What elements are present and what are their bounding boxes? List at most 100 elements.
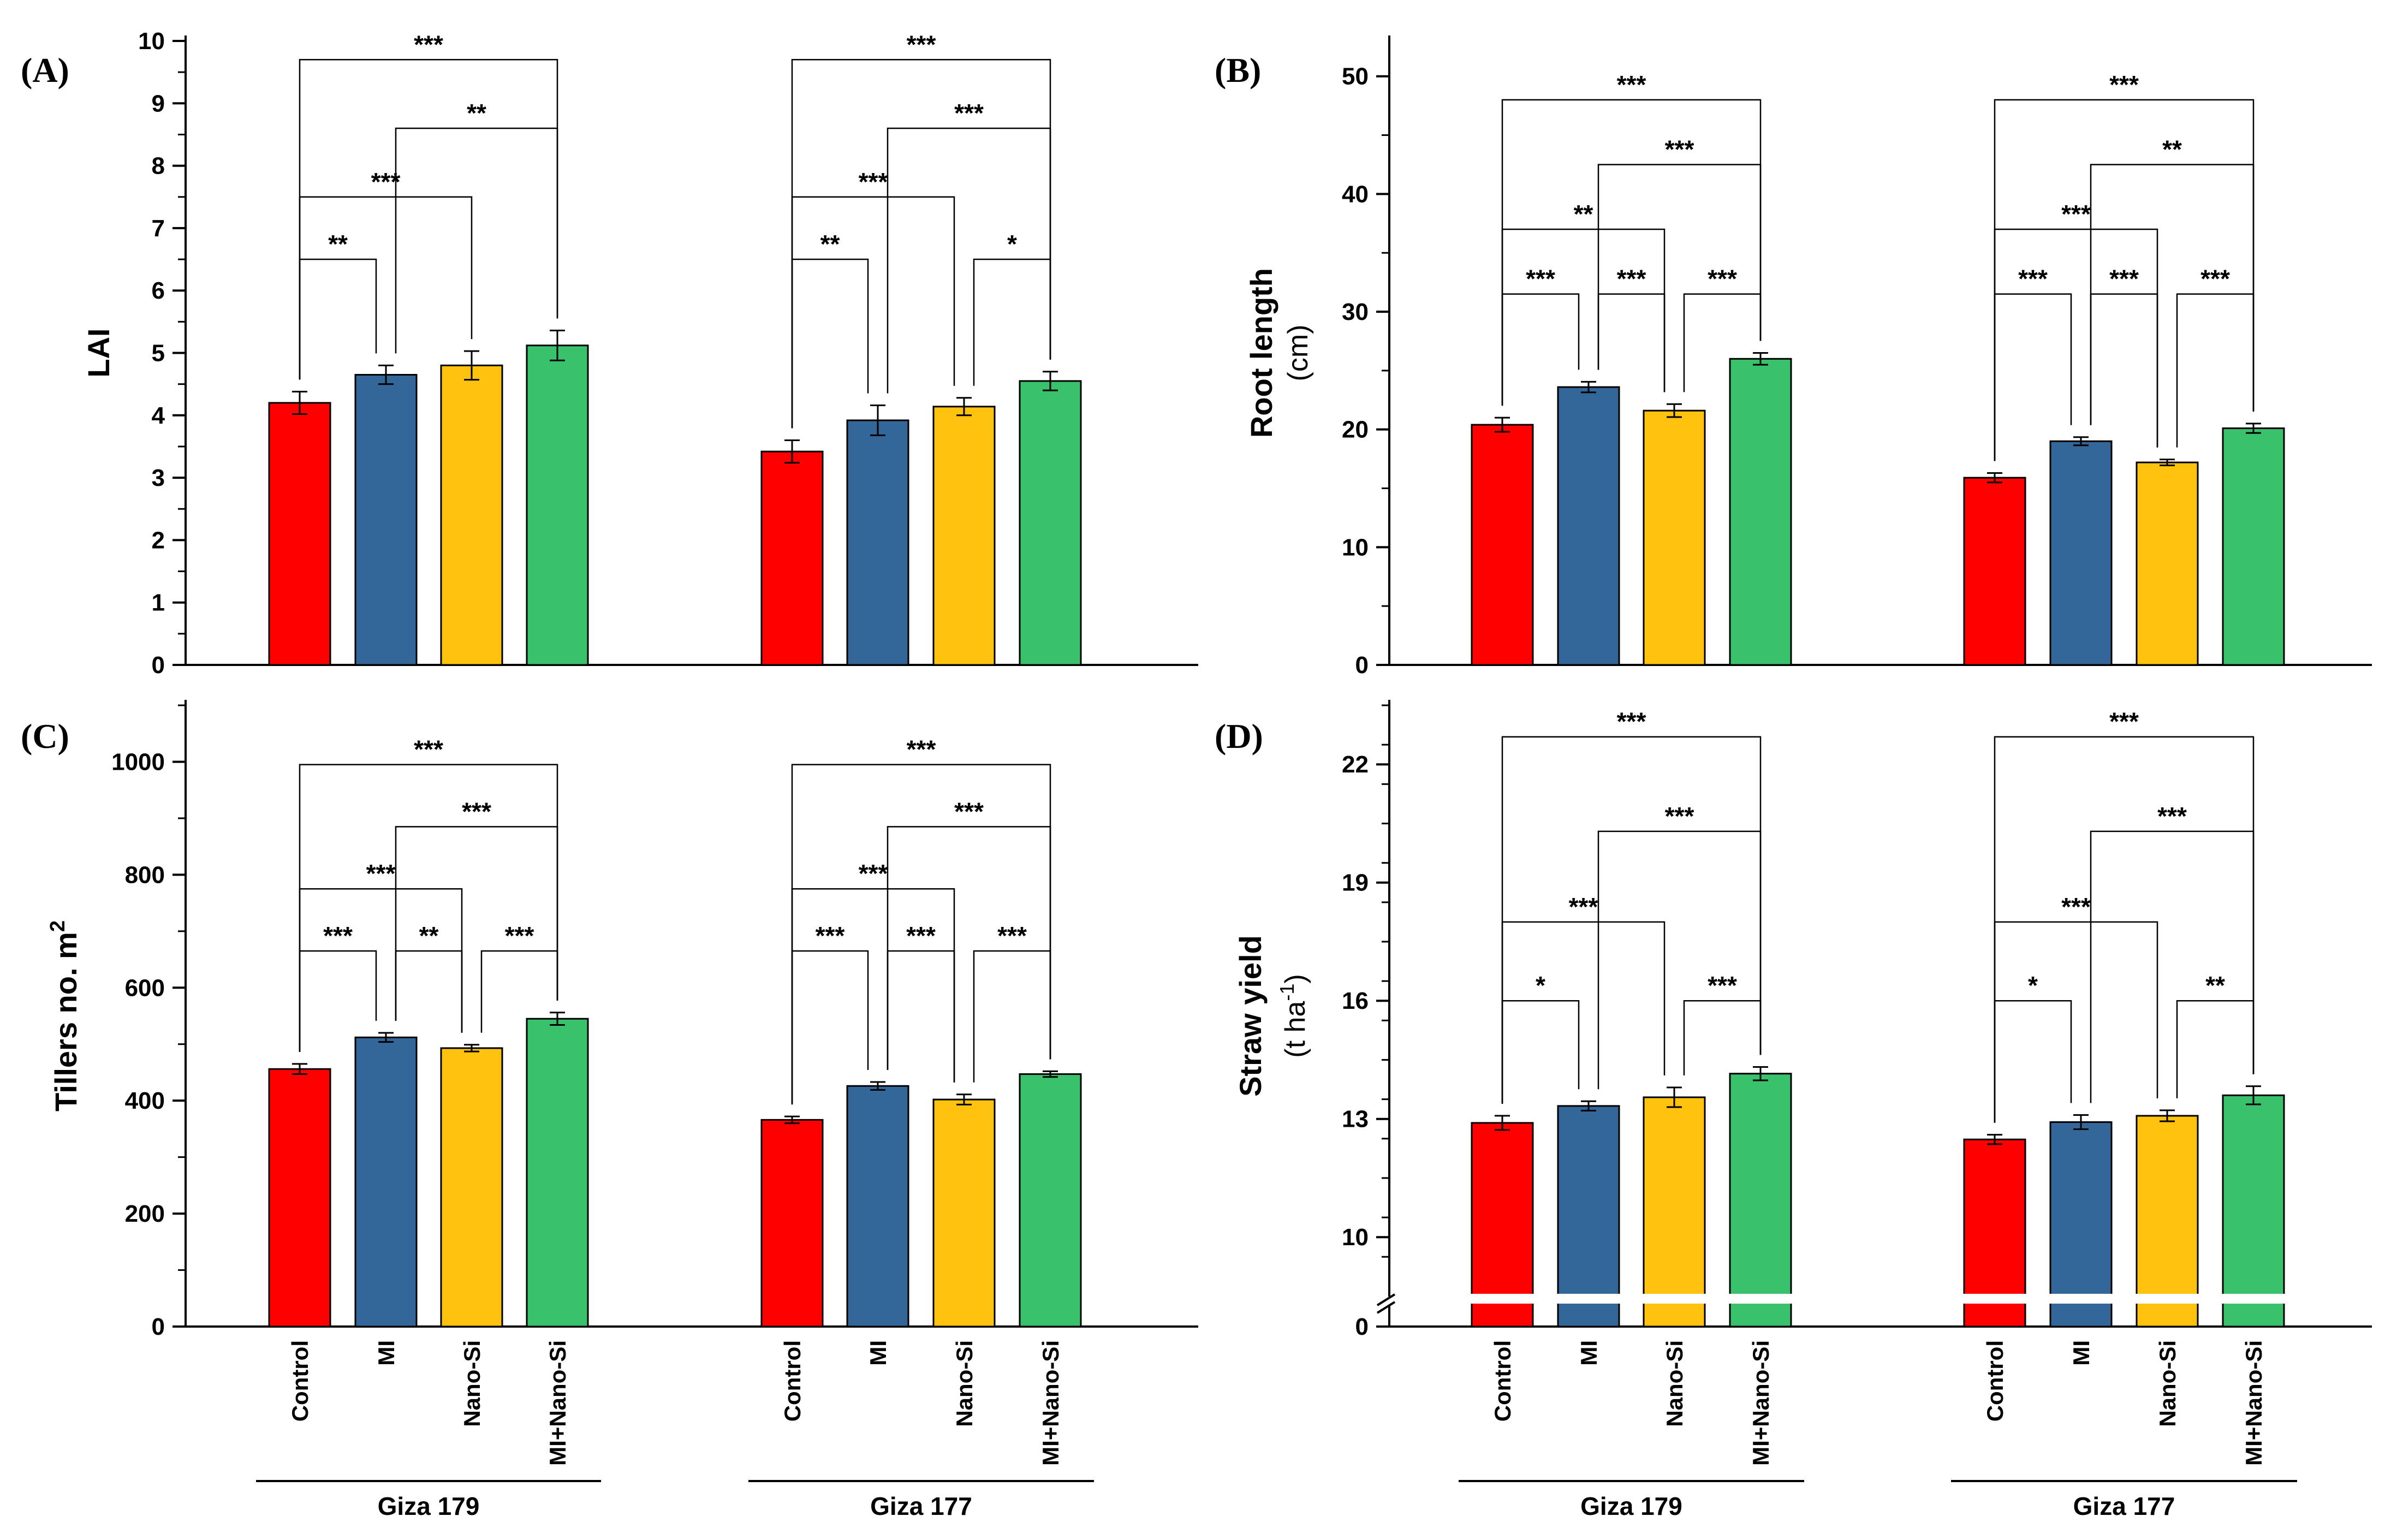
significance-bracket — [299, 59, 558, 380]
y-tick-label: 1000 — [111, 748, 165, 775]
significance-bracket — [395, 127, 558, 354]
significance-label: *** — [1569, 893, 1598, 921]
significance-label: *** — [2109, 707, 2139, 736]
significance-label: *** — [907, 735, 936, 764]
x-category-label: MI — [1576, 1340, 1602, 1366]
panel-label: (B) — [1215, 51, 1261, 90]
significance-label: *** — [1665, 135, 1694, 163]
group-label: Giza 179 — [1580, 1492, 1682, 1520]
significance-bracket — [791, 764, 1051, 1105]
x-category-label: MI — [373, 1340, 399, 1366]
bar-group-giza-177: *** *** *********** — [1963, 70, 2285, 666]
x-category-label: Control — [1490, 1340, 1515, 1422]
significance-bracket — [395, 950, 463, 1033]
bar-nano-si — [440, 364, 503, 666]
significance-label: *** — [1708, 265, 1737, 293]
significance-label: * — [1007, 230, 1017, 258]
bar-mi-nano-si — [1019, 380, 1082, 666]
significance-label: * — [2028, 971, 2038, 1000]
x-category-label: Control — [780, 1340, 805, 1422]
bar-mi — [846, 419, 909, 666]
significance-bracket — [1994, 921, 2158, 1123]
y-tick-label: 6 — [152, 277, 165, 304]
significance-label: *** — [906, 921, 936, 950]
bar-control — [268, 1068, 331, 1328]
significance-bracket — [1994, 99, 2255, 461]
panel-label: (A) — [21, 51, 69, 90]
significance-label: *** — [2061, 893, 2091, 921]
significance-bracket — [2090, 164, 2255, 425]
significance-label: *** — [462, 797, 491, 825]
axis-break-mark — [1376, 1301, 1396, 1314]
x-category-label: MI+Nano-Si — [1038, 1340, 1063, 1466]
significance-bracket — [1683, 1000, 1762, 1075]
bar-mi — [2049, 1121, 2113, 1328]
significance-bracket — [299, 258, 377, 380]
x-category-label: MI — [2068, 1340, 2094, 1366]
significance-label: *** — [2157, 802, 2187, 830]
significance-label: ** — [328, 230, 348, 258]
y-tick-label: 13 — [1342, 1106, 1369, 1133]
y-tick-label: 16 — [1342, 988, 1369, 1014]
significance-label: *** — [414, 30, 443, 58]
significance-label: * — [1536, 971, 1545, 1000]
y-tick-label: 10 — [1342, 1224, 1369, 1251]
significance-bracket — [1597, 293, 1666, 393]
x-category-label: Nano-Si — [459, 1340, 485, 1427]
y-tick-label: 30 — [1342, 299, 1369, 325]
significance-bracket — [1501, 921, 1666, 1104]
significance-bracket — [2176, 293, 2255, 448]
y-tick-label: 40 — [1342, 181, 1369, 207]
significance-label: *** — [323, 921, 353, 950]
significance-label: *** — [954, 99, 984, 127]
significance-label: *** — [1708, 971, 1737, 1000]
y-tick-label: 10 — [1342, 534, 1369, 561]
y-axis-title: LAI — [81, 328, 116, 377]
significance-bracket — [791, 59, 1051, 429]
x-category-label: MI+Nano-Si — [1748, 1340, 1774, 1466]
significance-label: *** — [997, 921, 1027, 950]
bar-group-giza-179: * ************ — [1470, 707, 1793, 1328]
x-category-label: Nano-Si — [2155, 1340, 2180, 1427]
significance-label: ** — [419, 921, 439, 950]
significance-label: *** — [1617, 70, 1646, 99]
significance-bracket — [1994, 293, 2072, 461]
bar-group-giza-177: ************ — [1962, 707, 2286, 1328]
bar-mi-nano-si — [1729, 358, 1792, 666]
y-tick-label: 22 — [1342, 751, 1369, 778]
significance-label: ** — [1574, 200, 1593, 228]
bar-group-giza-177: *** *** *** *** *** *** — [760, 735, 1082, 1328]
y-tick-label: 19 — [1342, 870, 1369, 896]
significance-bracket — [1994, 1000, 2072, 1123]
bar-group-giza-179: ***************** — [268, 735, 589, 1328]
significance-bracket — [299, 888, 463, 1052]
y-axis-unit-close: ) — [1280, 974, 1311, 983]
y-tick-label: 5 — [152, 340, 165, 367]
bar-break-band — [1556, 1294, 1621, 1304]
significance-bracket — [791, 196, 955, 429]
bar-mi — [846, 1085, 909, 1328]
y-axis-title-superscript: 2 — [46, 920, 69, 932]
y-tick-label: 0 — [1355, 652, 1369, 679]
significance-bracket — [1994, 736, 2255, 1123]
y-tick-label: 200 — [125, 1200, 165, 1227]
y-axis-title: Straw yield — [1233, 935, 1268, 1097]
significance-label: *** — [816, 921, 845, 950]
x-category-label: Nano-Si — [1662, 1340, 1687, 1427]
group-label: Giza 177 — [2073, 1492, 2175, 1520]
bar-mi-nano-si — [526, 1018, 589, 1328]
bar-mi — [1557, 386, 1620, 666]
group-label: Giza 177 — [870, 1492, 972, 1520]
significance-bracket — [2090, 830, 2255, 1103]
bar-control — [1963, 477, 2026, 666]
significance-label: ** — [467, 99, 486, 127]
significance-label: *** — [907, 30, 936, 58]
x-category-label: MI+Nano-Si — [545, 1340, 570, 1466]
x-category-label: Control — [287, 1340, 313, 1422]
significance-label: *** — [1665, 802, 1694, 830]
x-category-label: Nano-Si — [951, 1340, 977, 1427]
significance-label: *** — [954, 797, 984, 825]
bar-nano-si — [440, 1047, 503, 1328]
